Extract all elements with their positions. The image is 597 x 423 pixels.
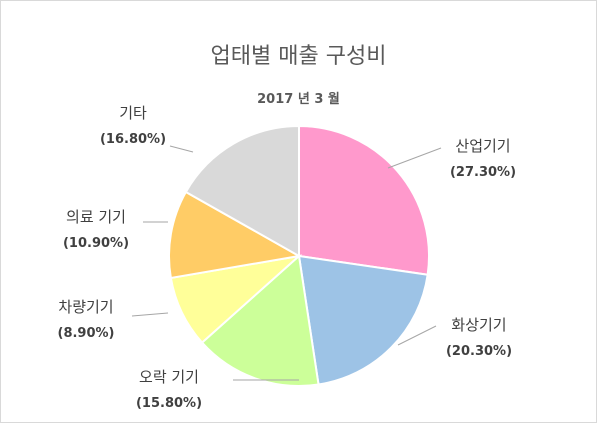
pie-slices (168, 124, 430, 387)
pie-slice (297, 254, 429, 386)
slice-value-label: (20.30%) (446, 344, 512, 359)
leader-line (397, 325, 437, 346)
slice-category-label: 오락 기기 (139, 368, 199, 386)
leader-lines (131, 145, 442, 381)
chart-title: 업태별 매출 구성비 (210, 44, 387, 69)
slice-category-label: 의료 기기 (66, 208, 126, 226)
pie-slice (298, 124, 430, 276)
slice-category-label: 기타 (119, 104, 147, 122)
leader-line (131, 312, 169, 317)
slice-category-label: 차량기기 (58, 298, 113, 316)
slice-value-label: (27.30%) (450, 165, 516, 180)
slice-category-label: 산업기기 (455, 137, 510, 155)
slice-value-label: (8.90%) (58, 326, 115, 341)
slice-value-label: (15.80%) (136, 396, 202, 411)
slice-category-label: 화상기기 (451, 316, 506, 334)
slice-labels: 산업기기 (27.30%) 화상기기 (20.30%) 오락 기기 (15.80%) 차량기… (58, 104, 517, 411)
chart-subtitle: 2017 년 3 월 (257, 92, 340, 107)
slice-value-label: (10.90%) (63, 236, 129, 251)
pie-slice (200, 254, 320, 387)
pie-slice (168, 190, 302, 280)
leader-line (387, 147, 442, 169)
pie-slice (184, 124, 300, 258)
slice-value-label: (16.80%) (100, 132, 166, 147)
leader-line (169, 145, 194, 153)
